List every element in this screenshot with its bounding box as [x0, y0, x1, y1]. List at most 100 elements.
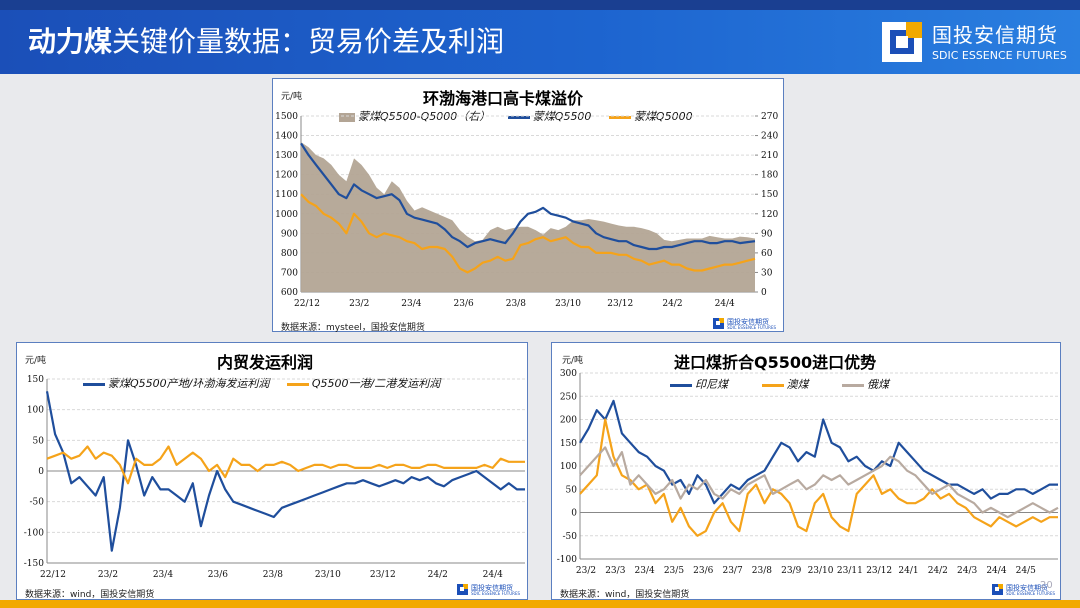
mini-logo-icon: [713, 318, 724, 329]
series-line-1: [300, 142, 756, 251]
mini-logo-cn: 国投安信期货: [727, 318, 769, 326]
y-tick-label: 1100: [275, 190, 298, 200]
y-tick-label: 0: [571, 509, 577, 519]
chart2-legend-item-0: 蒙煤Q5500产地/环渤海发运利润: [83, 375, 269, 391]
chart3-title: 进口煤折合Q5500进口优势: [674, 353, 877, 372]
x-tick-label: 23/8: [752, 566, 772, 576]
y-tick-label: 1400: [275, 132, 298, 142]
y-tick-label: 1000: [275, 210, 298, 220]
y-tick-label: 200: [560, 416, 577, 426]
y2-tick-label: 240: [761, 132, 778, 142]
series-area-0: [301, 142, 755, 292]
slide-title-bold: 动力煤: [28, 25, 113, 58]
x-tick-label: 23/4: [153, 570, 173, 580]
y2-tick-label: 180: [761, 171, 778, 181]
chart3-mini-logo: 国投安信期货 SDIC ESSENCE FUTURES: [992, 583, 1062, 597]
mini-logo-icon: [457, 584, 468, 595]
x-tick-label: 23/5: [664, 566, 684, 576]
legend-swatch: [761, 383, 784, 387]
y-tick-label: 300: [560, 369, 577, 379]
x-tick-label: 23/2: [349, 299, 369, 309]
chart2-legend: 蒙煤Q5500产地/环渤海发运利润 Q5500一港/二港发运利润: [83, 375, 454, 391]
top-strip: [0, 0, 1080, 10]
legend-swatch: [670, 383, 692, 387]
mini-logo-icon: [992, 584, 1003, 595]
chart3-legend: 印尼煤 澳煤 俄煤: [670, 376, 903, 392]
chart2-unit: 元/吨: [25, 356, 47, 366]
series-line-1: [579, 418, 1058, 537]
x-tick-label: 23/10: [555, 299, 581, 309]
page-number: 20: [1040, 580, 1053, 591]
x-tick-label: 23/6: [454, 299, 474, 309]
chart3-unit: 元/吨: [562, 356, 584, 366]
x-tick-label: 23/6: [208, 570, 228, 580]
legend-label: 蒙煤Q5500-Q5000（右）: [358, 110, 491, 123]
chart2-title: 内贸发运利润: [217, 353, 314, 372]
legend-swatch: [286, 382, 309, 386]
slide-header: 动力煤关键价量数据：贸易价差及利润 国投安信期货 SDIC ESSENCE FU…: [0, 10, 1080, 74]
y-tick-label: 100: [560, 462, 577, 472]
x-tick-label: 23/7: [722, 566, 742, 576]
x-tick-label: 24/3: [957, 566, 977, 576]
legend-label: 澳煤: [786, 378, 809, 391]
mini-logo-en: SDIC ESSENCE FUTURES: [471, 591, 521, 596]
y-tick-label: -50: [30, 498, 45, 508]
sdic-logo-icon: [882, 22, 922, 62]
chart-panel-2: 内贸发运利润 元/吨 蒙煤Q5500产地/环渤海发运利润 Q5500一港/二港发…: [16, 342, 528, 600]
legend-swatch: [83, 382, 105, 386]
x-tick-label: 23/12: [866, 566, 892, 576]
x-tick-label: 23/3: [605, 566, 625, 576]
x-tick-label: 23/2: [98, 570, 118, 580]
legend-swatch: [339, 112, 355, 122]
x-tick-label: 24/4: [986, 566, 1006, 576]
x-tick-label: 23/9: [781, 566, 801, 576]
legend-swatch: [608, 115, 631, 119]
y-tick-label: 900: [281, 229, 298, 239]
y2-tick-label: 270: [761, 112, 778, 122]
legend-swatch: [842, 383, 864, 387]
y2-tick-label: 60: [761, 249, 773, 259]
x-tick-label: 23/12: [607, 299, 633, 309]
y2-tick-label: 0: [761, 288, 767, 298]
y-tick-label: 150: [27, 375, 44, 385]
series-line-0: [579, 399, 1058, 505]
y-tick-label: 1200: [275, 171, 298, 181]
y-tick-label: 0: [38, 467, 44, 477]
legend-label: 俄煤: [867, 378, 889, 391]
bottom-strip: [0, 600, 1080, 608]
chart1-unit: 元/吨: [281, 92, 303, 102]
sdic-logo: 国投安信期货 SDIC ESSENCE FUTURES: [876, 16, 1072, 68]
chart2-legend-item-1: Q5500一港/二港发运利润: [286, 375, 440, 391]
y-tick-label: 100: [27, 406, 44, 416]
slide-title-rest: 关键价量数据：贸易价差及利润: [112, 25, 505, 58]
chart2-mini-logo: 国投安信期货 SDIC ESSENCE FUTURES: [457, 583, 527, 597]
y-tick-label: 250: [560, 392, 577, 402]
y-tick-label: -100: [557, 555, 577, 565]
y-tick-label: -150: [24, 559, 44, 569]
x-tick-label: 23/12: [370, 570, 396, 580]
series-line-0: [45, 391, 525, 552]
chart3-legend-item-2: 俄煤: [842, 376, 889, 392]
slide-title: 动力煤关键价量数据：贸易价差及利润: [28, 24, 504, 60]
chart2-plot: -150 -100 -50 0 50 100 150 22/12 23/2 23/4 23/6 23/…: [24, 375, 525, 580]
chart1-legend-item-0: 蒙煤Q5500-Q5000（右）: [339, 108, 490, 124]
mini-logo-en: SDIC ESSENCE FUTURES: [727, 325, 777, 330]
chart-panel-3: 进口煤折合Q5500进口优势 元/吨 印尼煤 澳煤 俄煤 -100 -50 0 50 1…: [551, 342, 1061, 600]
y-tick-label: -50: [563, 532, 578, 542]
chart1-title: 环渤海港口高卡煤溢价: [423, 89, 584, 108]
y-tick-label: 700: [281, 268, 298, 278]
chart2-source: 数据来源：wind，国投安信期货: [25, 590, 155, 600]
y2-tick-label: 90: [761, 229, 773, 239]
y2-tick-label: 150: [761, 190, 778, 200]
x-tick-label: 23/8: [263, 570, 283, 580]
x-tick-label: 23/10: [808, 566, 834, 576]
series-line-1: [46, 445, 525, 485]
x-tick-label: 23/10: [315, 570, 341, 580]
chart3-source: 数据来源：wind，国投安信期货: [560, 590, 690, 600]
x-tick-label: 23/6: [693, 566, 713, 576]
x-tick-label: 24/2: [662, 299, 682, 309]
chart3-legend-item-1: 澳煤: [761, 376, 809, 392]
logo-cn: 国投安信期货: [932, 23, 1058, 47]
x-tick-label: 24/2: [928, 566, 948, 576]
chart3-plot: -100 -50 0 50 100 150 200 250 300 23/2 23/3 23/4 23/…: [557, 369, 1059, 576]
